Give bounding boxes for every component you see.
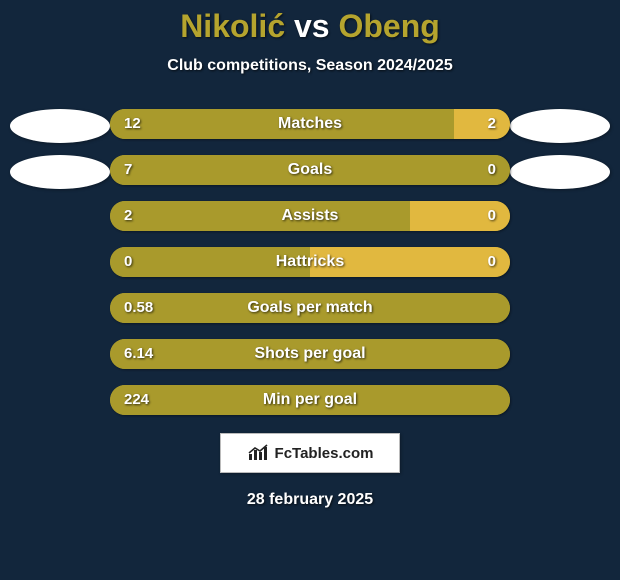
stat-label: Goals — [110, 155, 510, 185]
chart-icon — [247, 444, 269, 462]
title-player2: Obeng — [338, 8, 439, 44]
stat-label: Shots per goal — [110, 339, 510, 369]
subtitle: Club competitions, Season 2024/2025 — [0, 57, 620, 75]
stat-row: 122Matches — [110, 109, 510, 139]
title-vs: vs — [285, 8, 338, 44]
stat-label: Hattricks — [110, 247, 510, 277]
player1-badge-2 — [10, 155, 110, 189]
brand-badge[interactable]: FcTables.com — [220, 433, 400, 473]
bars-container: 122Matches 70Goals 20Assists 00Hattricks 0.5… — [110, 109, 510, 415]
date-text: 28 february 2025 — [0, 491, 620, 509]
stat-label: Goals per match — [110, 293, 510, 323]
title-player1: Nikolić — [180, 8, 285, 44]
player2-badge-1 — [510, 109, 610, 143]
stat-row: 70Goals — [110, 155, 510, 185]
player2-badge-2 — [510, 155, 610, 189]
stat-label: Assists — [110, 201, 510, 231]
comparison-card: Nikolić vs Obeng Club competitions, Seas… — [0, 0, 620, 580]
stat-label: Matches — [110, 109, 510, 139]
stat-row: 224Min per goal — [110, 385, 510, 415]
page-title: Nikolić vs Obeng — [0, 8, 620, 45]
stat-row: 0.58Goals per match — [110, 293, 510, 323]
player1-badge-1 — [10, 109, 110, 143]
stat-row: 20Assists — [110, 201, 510, 231]
stat-row: 00Hattricks — [110, 247, 510, 277]
brand-text: FcTables.com — [275, 445, 374, 462]
stat-row: 6.14Shots per goal — [110, 339, 510, 369]
stat-label: Min per goal — [110, 385, 510, 415]
stats-area: 122Matches 70Goals 20Assists 00Hattricks 0.5… — [0, 109, 620, 415]
